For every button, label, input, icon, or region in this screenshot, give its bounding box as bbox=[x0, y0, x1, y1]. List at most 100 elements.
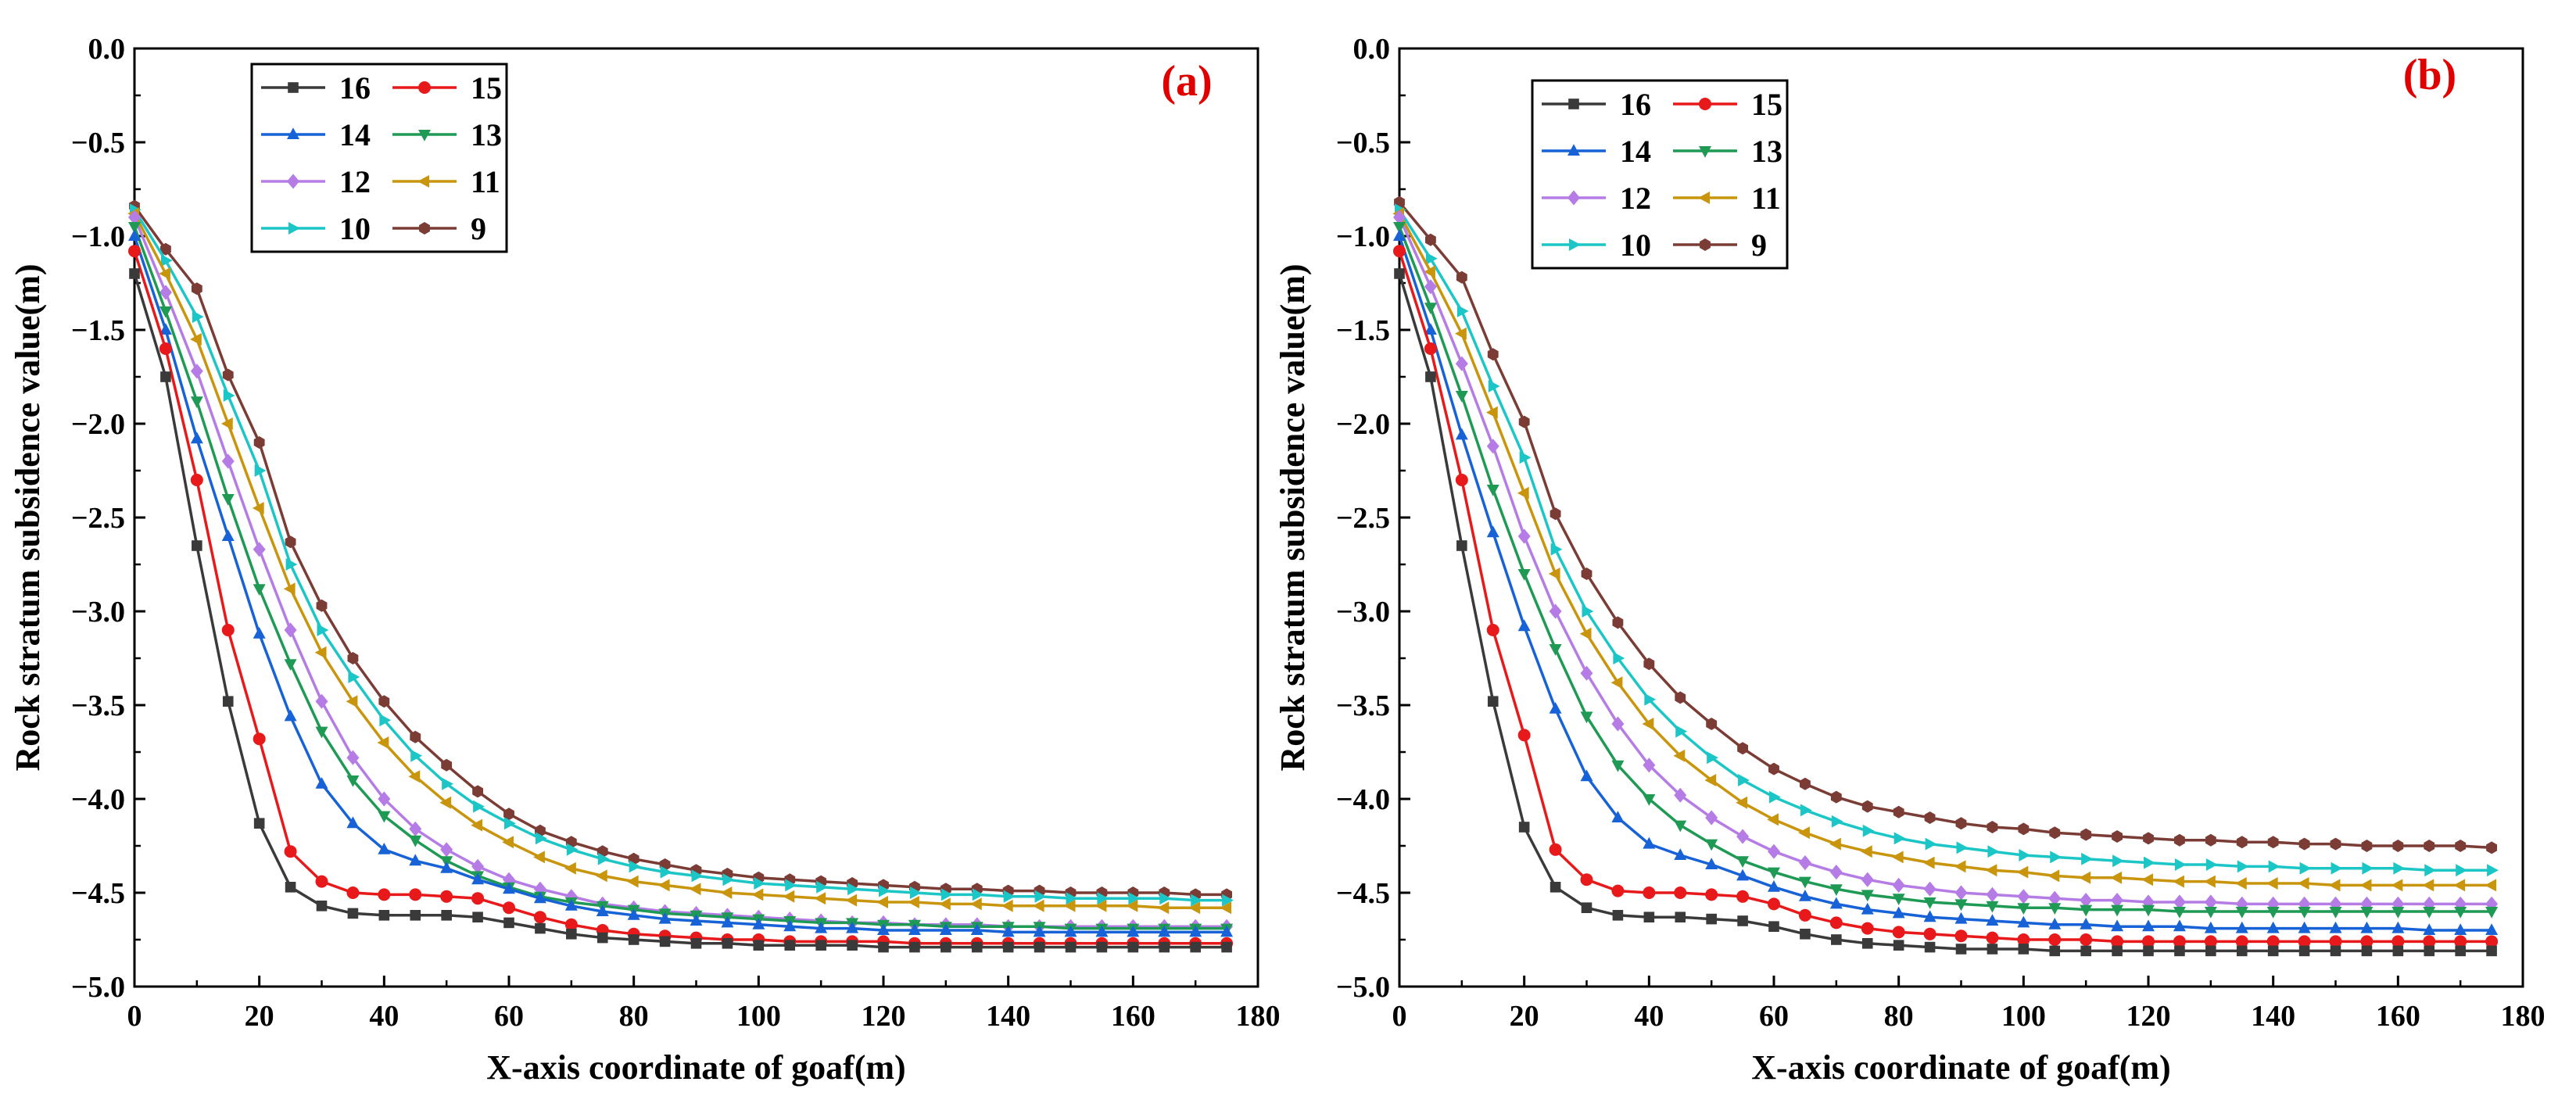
data-point-16 bbox=[1581, 902, 1593, 913]
data-point-11 bbox=[814, 892, 826, 905]
data-point-9 bbox=[222, 368, 234, 381]
y-tick-label: −0.5 bbox=[71, 127, 125, 159]
data-point-10 bbox=[192, 310, 204, 324]
data-point-16 bbox=[1893, 940, 1904, 951]
data-point-15 bbox=[2142, 935, 2155, 948]
data-point-13 bbox=[2142, 904, 2155, 917]
data-point-16 bbox=[1612, 910, 1624, 921]
data-point-16 bbox=[2174, 945, 2185, 957]
y-tick-label: −4.5 bbox=[1336, 877, 1390, 910]
data-point-16 bbox=[441, 910, 452, 921]
data-point-14 bbox=[2204, 921, 2217, 933]
data-point-14 bbox=[440, 861, 453, 873]
data-point-10 bbox=[1097, 892, 1109, 905]
data-point-10 bbox=[1222, 894, 1234, 907]
data-point-11 bbox=[220, 417, 233, 430]
data-point-11 bbox=[1736, 796, 1748, 809]
data-point-15 bbox=[1705, 888, 1718, 901]
x-tick-label: 100 bbox=[736, 1000, 781, 1033]
legend-label-10: 10 bbox=[339, 211, 371, 246]
data-point-13 bbox=[346, 775, 360, 787]
legend: 16 15 14 13 12 11 10 9 bbox=[1531, 79, 1789, 270]
data-point-13 bbox=[1611, 760, 1625, 772]
data-point-16 bbox=[1987, 944, 1998, 955]
data-point-13 bbox=[2360, 907, 2374, 919]
data-point-16 bbox=[566, 929, 577, 940]
x-tick-label: 60 bbox=[1759, 1000, 1789, 1033]
legend-marker-16 bbox=[288, 82, 299, 93]
data-point-14 bbox=[1220, 925, 1234, 937]
data-point-10 bbox=[2393, 861, 2406, 875]
data-point-14 bbox=[1923, 910, 1936, 922]
data-point-13 bbox=[1892, 894, 1905, 905]
data-point-10 bbox=[1488, 380, 1500, 392]
data-point-12 bbox=[1861, 872, 1874, 887]
data-point-13 bbox=[2391, 907, 2405, 919]
data-point-9 bbox=[1861, 800, 1873, 813]
data-point-11 bbox=[845, 894, 858, 907]
y-tick-label: −2.0 bbox=[1336, 408, 1390, 441]
data-point-13 bbox=[159, 306, 172, 318]
legend-marker-12 bbox=[287, 174, 299, 189]
data-point-16 bbox=[1643, 912, 1655, 922]
data-point-10 bbox=[1644, 693, 1657, 706]
data-point-13 bbox=[2298, 907, 2311, 919]
data-point-15 bbox=[1580, 873, 1593, 886]
data-point-12 bbox=[2017, 889, 2030, 904]
data-point-12 bbox=[2080, 893, 2093, 908]
data-point-16 bbox=[2392, 945, 2404, 957]
data-point-9 bbox=[2080, 828, 2092, 841]
legend-label-16: 16 bbox=[1620, 87, 1651, 122]
data-point-15 bbox=[2266, 935, 2280, 948]
data-point-15 bbox=[1736, 890, 1750, 903]
data-point-10 bbox=[2299, 861, 2312, 875]
data-point-13 bbox=[2454, 907, 2467, 919]
series-12 bbox=[1393, 210, 2499, 912]
data-point-13 bbox=[2204, 907, 2217, 919]
data-point-9 bbox=[1550, 507, 1561, 521]
series-13 bbox=[128, 222, 1234, 936]
data-point-15 bbox=[2080, 933, 2093, 946]
data-point-10 bbox=[1925, 837, 1937, 851]
data-point-14 bbox=[221, 529, 235, 541]
data-point-10 bbox=[691, 869, 704, 883]
data-point-15 bbox=[1393, 245, 1406, 258]
data-point-11 bbox=[876, 896, 888, 908]
data-point-16 bbox=[1456, 540, 1467, 551]
data-point-13 bbox=[1736, 856, 1750, 868]
data-point-11 bbox=[2079, 871, 2091, 884]
data-point-16 bbox=[2267, 945, 2279, 957]
data-point-14 bbox=[159, 323, 172, 335]
data-point-10 bbox=[1425, 252, 1438, 265]
data-point-10 bbox=[1769, 790, 1781, 804]
x-tick-label: 40 bbox=[369, 1000, 399, 1033]
data-point-16 bbox=[1425, 371, 1436, 382]
data-point-10 bbox=[629, 860, 641, 873]
legend-marker-9 bbox=[1700, 238, 1711, 251]
data-point-13 bbox=[1829, 884, 1843, 896]
data-point-13 bbox=[1923, 897, 1936, 909]
legend-label-11: 11 bbox=[1751, 181, 1781, 216]
y-tick-label: −2.5 bbox=[71, 502, 125, 535]
data-point-10 bbox=[379, 714, 392, 727]
y-tick-label: −3.0 bbox=[1336, 596, 1390, 629]
series-line-16 bbox=[133, 273, 1227, 949]
data-point-15 bbox=[253, 732, 266, 746]
series-16 bbox=[129, 268, 1232, 953]
data-point-12 bbox=[1517, 528, 1531, 544]
data-point-9 bbox=[2267, 836, 2279, 849]
data-point-11 bbox=[1985, 864, 1997, 877]
data-point-16 bbox=[1768, 921, 1779, 932]
data-point-11 bbox=[783, 890, 795, 903]
data-point-11 bbox=[533, 851, 545, 864]
data-point-15 bbox=[1892, 926, 1905, 939]
data-point-11 bbox=[1032, 899, 1044, 912]
data-point-12 bbox=[2142, 894, 2155, 910]
data-point-9 bbox=[2455, 840, 2467, 852]
data-point-10 bbox=[1034, 890, 1047, 903]
data-point-9 bbox=[2143, 832, 2154, 845]
data-point-10 bbox=[1613, 652, 1625, 664]
legend-marker-9 bbox=[419, 222, 430, 235]
data-point-15 bbox=[2423, 935, 2436, 948]
series-13 bbox=[1393, 222, 2499, 919]
